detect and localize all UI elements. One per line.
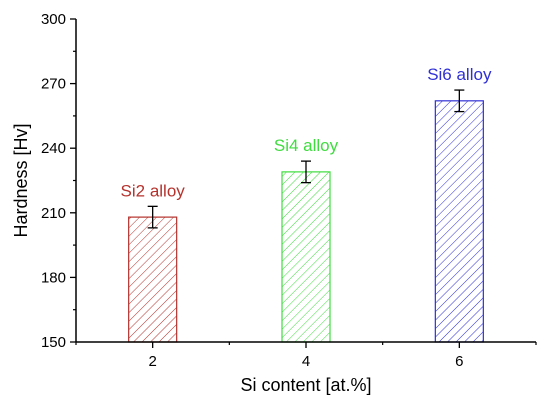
bar-label: Si2 alloy: [121, 181, 186, 200]
bar: [281, 171, 331, 343]
bar: [434, 100, 484, 343]
x-tick-label: 4: [302, 353, 310, 370]
x-tick-label: 6: [455, 353, 463, 370]
y-tick-label: 270: [41, 76, 66, 93]
bar-labels-layer: Si2 alloy Si4 alloy Si6 alloy: [121, 65, 492, 200]
x-tick-label: 2: [148, 353, 156, 370]
error-bars-layer: [147, 89, 465, 229]
bar-label: Si4 alloy: [274, 136, 339, 155]
y-tick-label: 210: [41, 205, 66, 222]
x-axis-title: Si content [at.%]: [240, 375, 371, 395]
y-tick-label: 180: [41, 269, 66, 286]
bar: [128, 216, 178, 343]
y-tick-label: 240: [41, 140, 66, 157]
bar-label: Si6 alloy: [427, 65, 492, 84]
y-axis-title: Hardness [Hv]: [11, 123, 31, 237]
y-tick-label: 300: [41, 11, 66, 28]
axes-layer: 150 180 210 240 270 300 2 4 6: [41, 11, 537, 370]
y-tick-label: 150: [41, 334, 66, 351]
